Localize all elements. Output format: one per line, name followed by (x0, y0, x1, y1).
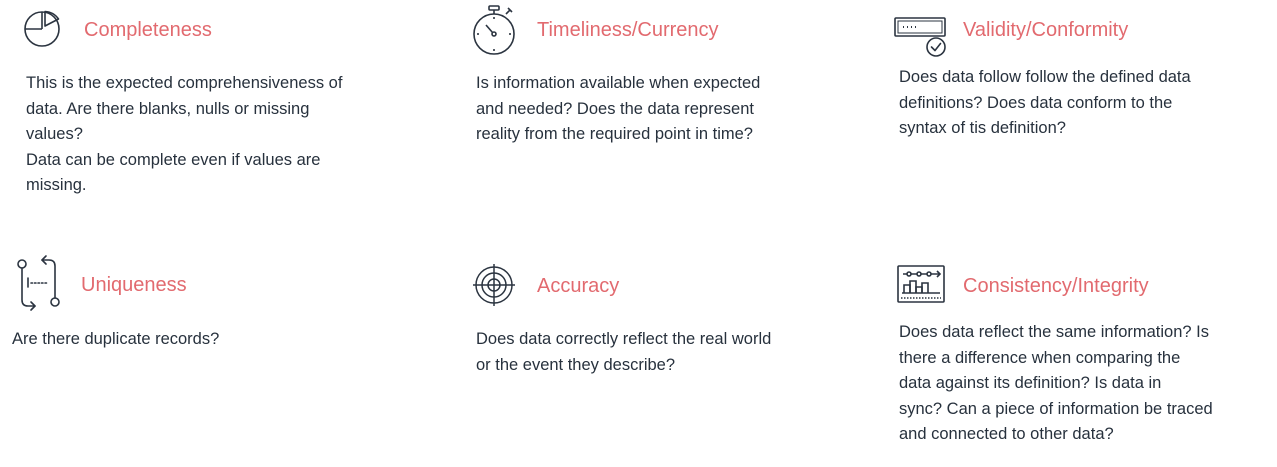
description-line: data against its definition? Is data in (899, 374, 1162, 392)
card-description: Does data reflect the same information? … (899, 320, 1269, 448)
description-line: Is information available when expected (476, 74, 761, 92)
pie-chart-icon (22, 9, 64, 49)
description-line: and needed? Does the data represent (476, 99, 754, 118)
card-description: Is information available when expected a… (476, 71, 836, 148)
swap-arrows-icon (15, 255, 65, 312)
card-title: Completeness (84, 19, 212, 41)
description-line: missing. (26, 176, 87, 194)
description-line: there a difference when comparing the (899, 348, 1181, 367)
card-description: This is the expected comprehensiveness o… (26, 71, 406, 199)
card-title: Timeliness/Currency (537, 19, 719, 41)
description-line: or the event they describe? (476, 355, 676, 374)
card-title: Validity/Conformity (963, 19, 1129, 41)
description-line: sync? Can a piece of information be trac… (899, 399, 1213, 418)
description-line: Does data reflect the same information? … (899, 323, 1209, 341)
card-title: Uniqueness (81, 274, 187, 296)
card-description: Does data follow follow the defined data… (899, 65, 1259, 142)
description-line: Does data correctly reflect the real wor… (476, 330, 772, 348)
card-description: Are there duplicate records? (12, 327, 392, 353)
description-line: definitions? Does data conform to the (899, 93, 1173, 112)
card-description: Does data correctly reflect the real wor… (476, 327, 836, 378)
stopwatch-icon (472, 5, 520, 55)
dashboard-icon (897, 265, 947, 307)
card-title: Accuracy (537, 275, 620, 297)
description-line: data. Are there blanks, nulls or missing (26, 99, 310, 118)
form-check-icon (894, 15, 950, 57)
card-title: Consistency/Integrity (963, 275, 1149, 297)
description-line: Does data follow follow the defined data (899, 68, 1191, 86)
description-line: and connected to other data? (899, 425, 1114, 443)
description-line: reality from the required point in time? (476, 125, 753, 143)
description-line: Are there duplicate records? (12, 330, 220, 348)
description-line: values? (26, 125, 83, 143)
description-line: Data can be complete even if values are (26, 150, 321, 169)
target-icon (472, 263, 516, 307)
description-line: This is the expected comprehensiveness o… (26, 74, 343, 92)
description-line: syntax of tis definition? (899, 119, 1066, 137)
